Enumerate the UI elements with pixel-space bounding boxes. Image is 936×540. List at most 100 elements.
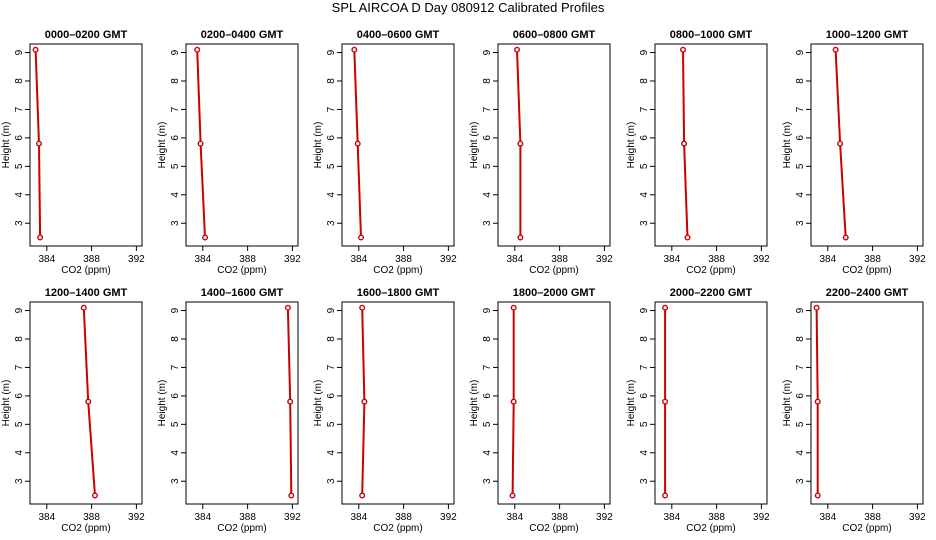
y-tick-label: 7: [795, 106, 806, 112]
y-tick-label: 8: [482, 336, 493, 342]
x-tick-label: 384: [819, 254, 836, 265]
x-axis-label: CO2 (ppm): [686, 523, 735, 534]
x-tick-label: 392: [909, 512, 926, 523]
y-axis-label: Height (m): [782, 380, 793, 427]
x-axis-label: CO2 (ppm): [217, 265, 266, 276]
data-point: [359, 304, 366, 311]
data-point: [662, 304, 669, 311]
panel-3: 0400–0600 GMT 384 388 392 3 4 5 6 7 8 9 CO2 (ppm) He…: [313, 29, 457, 276]
y-tick-label: 8: [482, 78, 493, 84]
y-tick-label: 9: [482, 307, 493, 313]
panel-7: 1200–1400 GMT 384 388 392 3 4 5 6 7 8 9 CO2 (ppm) He…: [1, 287, 145, 534]
y-tick-label: 5: [14, 421, 25, 427]
y-tick-label: 8: [14, 78, 25, 84]
data-point: [684, 234, 691, 241]
data-point: [351, 46, 358, 53]
panel-title: 1000–1200 GMT: [826, 29, 909, 41]
y-axis-label: Height (m): [782, 122, 793, 169]
y-tick-label: 6: [170, 135, 181, 141]
plot-frame: [341, 43, 455, 247]
y-axis-label: Height (m): [313, 122, 324, 169]
data-point: [202, 234, 209, 241]
y-tick-label: 4: [639, 450, 650, 456]
data-point: [510, 398, 517, 405]
y-axis-label: Height (m): [626, 380, 637, 427]
x-tick-label: 384: [350, 254, 367, 265]
panel-12: 2200–2400 GMT 384 388 392 3 4 5 6 7 8 9 CO2 (ppm) He…: [782, 287, 926, 534]
plot-frame: [29, 301, 143, 505]
x-tick-label: 392: [284, 512, 301, 523]
x-tick-label: 384: [194, 512, 211, 523]
x-tick-label: 392: [596, 512, 613, 523]
y-tick-label: 5: [795, 163, 806, 169]
x-tick-label: 384: [663, 512, 680, 523]
x-tick-label: 384: [819, 512, 836, 523]
y-tick-label: 9: [14, 307, 25, 313]
y-tick-label: 3: [14, 220, 25, 226]
y-tick-label: 5: [639, 163, 650, 169]
x-tick-label: 392: [440, 512, 457, 523]
y-tick-label: 3: [326, 220, 337, 226]
data-point: [662, 398, 669, 405]
data-point: [287, 398, 294, 405]
y-tick-label: 7: [482, 106, 493, 112]
y-tick-label: 6: [326, 135, 337, 141]
x-tick-label: 388: [551, 512, 568, 523]
plot-frame: [497, 43, 611, 247]
x-tick-label: 384: [506, 254, 523, 265]
y-tick-label: 7: [170, 364, 181, 370]
panel-title: 2200–2400 GMT: [826, 287, 909, 299]
y-tick-label: 7: [326, 364, 337, 370]
y-tick-label: 7: [482, 364, 493, 370]
data-point: [842, 234, 849, 241]
panel-10: 1800–2000 GMT 384 388 392 3 4 5 6 7 8 9 CO2 (ppm) He…: [469, 287, 613, 534]
x-axis-label: CO2 (ppm): [529, 523, 578, 534]
y-tick-label: 7: [170, 106, 181, 112]
panel-5: 0800–1000 GMT 384 388 392 3 4 5 6 7 8 9 CO2 (ppm) He…: [626, 29, 770, 276]
x-tick-label: 388: [864, 512, 881, 523]
y-tick-label: 4: [14, 192, 25, 198]
y-tick-label: 6: [482, 393, 493, 399]
data-point: [358, 234, 365, 241]
y-tick-label: 6: [326, 393, 337, 399]
plot-frame: [341, 301, 455, 505]
x-axis-label: CO2 (ppm): [61, 523, 110, 534]
data-point: [509, 492, 516, 499]
data-point: [510, 304, 517, 311]
x-axis-label: CO2 (ppm): [61, 265, 110, 276]
y-tick-label: 4: [14, 450, 25, 456]
x-axis-label: CO2 (ppm): [373, 523, 422, 534]
y-tick-label: 9: [639, 307, 650, 313]
y-tick-label: 3: [14, 478, 25, 484]
y-tick-label: 5: [482, 421, 493, 427]
x-tick-label: 388: [395, 254, 412, 265]
y-tick-label: 6: [639, 393, 650, 399]
panel-8: 1400–1600 GMT 384 388 392 3 4 5 6 7 8 9 CO2 (ppm) He…: [157, 287, 301, 534]
y-axis-label: Height (m): [469, 122, 480, 169]
y-tick-label: 3: [170, 220, 181, 226]
y-tick-label: 6: [170, 393, 181, 399]
y-tick-label: 7: [639, 106, 650, 112]
x-axis-label: CO2 (ppm): [373, 265, 422, 276]
y-tick-label: 3: [482, 478, 493, 484]
plot-frame: [654, 301, 768, 505]
data-point: [354, 140, 361, 147]
y-tick-label: 4: [795, 450, 806, 456]
data-point: [680, 46, 687, 53]
data-point: [514, 46, 521, 53]
data-point: [517, 140, 524, 147]
x-tick-label: 388: [551, 254, 568, 265]
data-point: [837, 140, 844, 147]
data-point: [832, 46, 839, 53]
x-tick-label: 392: [440, 254, 457, 265]
y-tick-label: 3: [170, 478, 181, 484]
panel-6: 1000–1200 GMT 384 388 392 3 4 5 6 7 8 9 CO2 (ppm) He…: [782, 29, 926, 276]
panel-1: 0000–0200 GMT 384 388 392 3 4 5 6 7 8 9 CO2 (ppm) He…: [1, 29, 145, 276]
y-tick-label: 8: [795, 78, 806, 84]
y-tick-label: 8: [14, 336, 25, 342]
x-tick-label: 384: [194, 254, 211, 265]
x-tick-label: 388: [395, 512, 412, 523]
data-point: [197, 140, 204, 147]
y-tick-label: 4: [326, 450, 337, 456]
